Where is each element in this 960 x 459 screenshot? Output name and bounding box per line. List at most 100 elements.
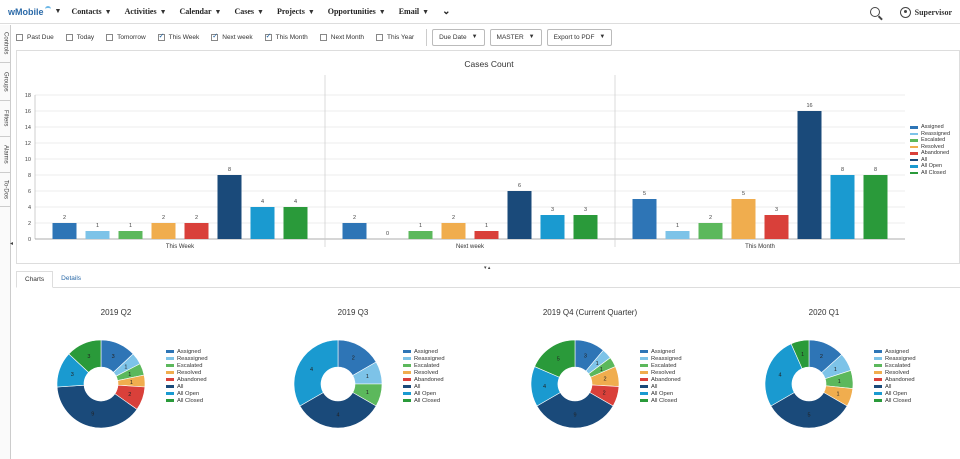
pie-title: 2019 Q3 [337,308,369,317]
legend-item-abandoned[interactable]: Abandoned [910,150,950,157]
side-tab-alarms[interactable]: Alarms [0,137,11,173]
slice-all[interactable] [299,392,377,429]
legend-item-all-closed[interactable]: All Closed [640,397,682,404]
tab-charts[interactable]: Charts [16,271,54,288]
nav-calendar[interactable]: Calendar ▼ [179,7,222,16]
collapse-arrow-icon[interactable]: ◂ [10,241,14,247]
slice-all-closed[interactable] [790,339,810,369]
filter-this-year[interactable]: This Year [376,33,414,41]
side-tab-todos[interactable]: To-Dos [0,173,11,207]
legend-item-reassigned[interactable]: Reassigned [874,355,916,362]
category-label: This Week [166,244,195,250]
nav-email[interactable]: Email ▼ [398,7,430,16]
legend-item-abandoned[interactable]: Abandoned [874,376,916,383]
slice-all-closed[interactable] [534,339,576,378]
legend-item-all-open[interactable]: All Open [910,163,950,170]
legend-item-reassigned[interactable]: Reassigned [910,131,950,138]
legend-item-resolved[interactable]: Resolved [640,369,682,376]
nav-contacts[interactable]: Contacts ▼ [71,7,112,16]
slice-all[interactable] [56,384,138,429]
legend-item-all-open[interactable]: All Open [874,390,916,397]
checkbox[interactable] [106,33,114,41]
nav-more-chevron-icon[interactable]: ⌄ [442,6,451,17]
checkbox[interactable] [319,33,327,41]
legend-item-abandoned[interactable]: Abandoned [640,376,682,383]
filter-next-week[interactable]: Next week [211,32,253,41]
legend-item-assigned[interactable]: Assigned [640,348,682,355]
legend-item-resolved[interactable]: Resolved [166,369,208,376]
legend-item-all[interactable]: All [640,383,682,390]
checkbox[interactable] [376,33,384,41]
slice-all[interactable] [536,392,614,429]
date-field-dropdown[interactable]: Due Date ▼ [432,28,485,46]
filter-next-month[interactable]: Next Month [319,33,364,41]
checkbox[interactable] [264,32,272,41]
legend-item-reassigned[interactable]: Reassigned [166,355,208,362]
slice-all-open[interactable] [764,343,803,407]
legend-item-all-open[interactable]: All Open [403,390,445,397]
legend-item-all-closed[interactable]: All Closed [910,170,950,177]
legend-item-assigned[interactable]: Assigned [403,348,445,355]
splitter-handle-icon[interactable]: ▾ ▴ [484,265,491,271]
chevron-down-icon: ▼ [159,7,167,16]
legend-swatch [910,171,918,174]
nav-activities[interactable]: Activities ▼ [124,7,167,16]
user-name[interactable]: Supervisor [914,7,952,17]
side-tab-groups[interactable]: Groups [0,63,11,101]
filter-today[interactable]: Today [65,33,94,41]
legend-item-resolved[interactable]: Resolved [403,369,445,376]
legend-item-escalated[interactable]: Escalated [910,137,950,144]
data-label: 3 [775,207,778,213]
filter-tomorrow[interactable]: Tomorrow [106,33,146,41]
slice-all[interactable] [770,392,848,429]
chevron-down-icon[interactable]: ▼ [54,8,62,15]
search-icon[interactable] [869,7,880,17]
legend-item-escalated[interactable]: Escalated [166,362,208,369]
master-dropdown[interactable]: MASTER ▼ [489,28,542,46]
filter-past-due[interactable]: Past Due [16,33,54,41]
slice-all-closed[interactable] [68,339,102,373]
tab-details[interactable]: Details [61,275,82,282]
checkbox[interactable] [157,32,165,41]
y-tick-label: 8 [28,173,31,179]
export-pdf-button[interactable]: Export to PDF ▼ [546,28,613,46]
cases-count-chart: Cases Count 0 2 4 6 8 10 12 14 16 18 2 1 1 2 2 8 4 4 This … [16,50,960,264]
slice-label: 2 [352,356,355,362]
side-tab-filters[interactable]: Filters [0,101,11,137]
checkbox[interactable] [65,33,73,41]
legend-item-all[interactable]: All [874,383,916,390]
user-icon[interactable] [899,6,911,18]
slice-all-open[interactable] [293,339,339,407]
app-logo[interactable]: wMobile ▼ [8,5,62,17]
legend-item-abandoned[interactable]: Abandoned [166,376,208,383]
legend-item-all-closed[interactable]: All Closed [874,397,916,404]
side-tab-controls[interactable]: Controls [0,25,11,63]
legend-item-reassigned[interactable]: Reassigned [403,355,445,362]
data-label: 1 [485,223,488,229]
legend-item-all[interactable]: All [910,157,950,164]
nav-cases[interactable]: Cases ▼ [234,7,264,16]
legend-item-escalated[interactable]: Escalated [403,362,445,369]
legend-item-all-closed[interactable]: All Closed [403,397,445,404]
legend-item-resolved[interactable]: Resolved [874,369,916,376]
checkbox[interactable] [16,33,23,41]
legend-item-escalated[interactable]: Escalated [874,362,916,369]
legend-item-resolved[interactable]: Resolved [910,144,950,151]
filter-this-month[interactable]: This Month [264,32,308,41]
legend-item-reassigned[interactable]: Reassigned [640,355,682,362]
legend-item-abandoned[interactable]: Abandoned [403,376,445,383]
legend-item-assigned[interactable]: Assigned [910,124,950,131]
legend-item-all-open[interactable]: All Open [640,390,682,397]
legend-swatch [166,350,174,353]
legend-item-all-open[interactable]: All Open [166,390,208,397]
legend-item-assigned[interactable]: Assigned [874,348,916,355]
legend-item-escalated[interactable]: Escalated [640,362,682,369]
legend-item-assigned[interactable]: Assigned [166,348,208,355]
legend-item-all[interactable]: All [166,383,208,390]
filter-this-week[interactable]: This Week [157,32,199,41]
nav-opportunities[interactable]: Opportunities ▼ [327,7,386,16]
checkbox[interactable] [211,32,219,41]
legend-item-all-closed[interactable]: All Closed [166,397,208,404]
legend-item-all[interactable]: All [403,383,445,390]
nav-projects[interactable]: Projects ▼ [276,7,315,16]
